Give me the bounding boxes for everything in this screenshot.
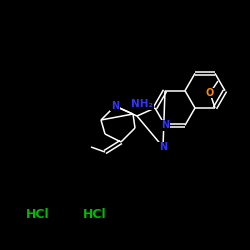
Text: NH₂: NH₂ bbox=[131, 99, 153, 109]
Text: HCl: HCl bbox=[26, 208, 50, 222]
Text: N: N bbox=[111, 101, 119, 111]
Text: HCl: HCl bbox=[83, 208, 107, 222]
Text: N: N bbox=[159, 142, 167, 152]
Text: O: O bbox=[206, 88, 214, 98]
Text: N: N bbox=[161, 120, 169, 130]
